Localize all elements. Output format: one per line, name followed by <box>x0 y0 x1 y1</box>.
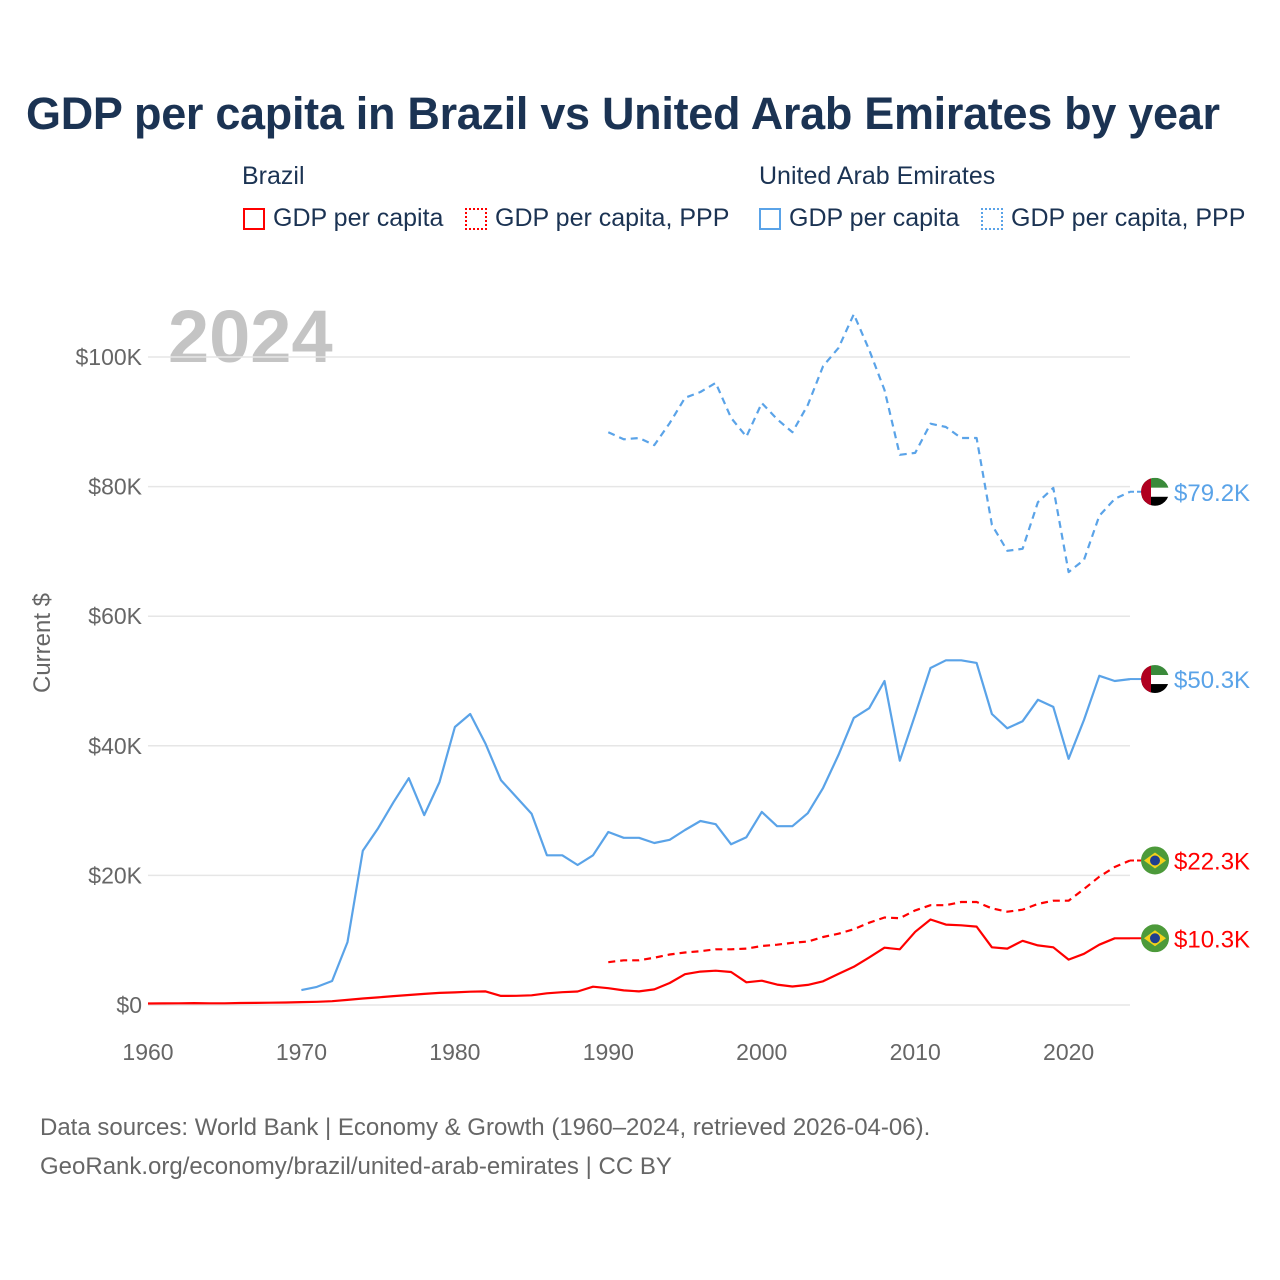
y-tick-label: $100K <box>75 344 142 370</box>
uae-flag-icon <box>1141 665 1169 694</box>
flag-bar-red <box>1141 665 1151 694</box>
line-chart: 2024 Current $ $0 $20K $40K $60K $80K $100K 19… <box>29 295 1250 1065</box>
legend-swatch-solid <box>243 207 265 230</box>
flag-globe <box>1150 933 1160 944</box>
x-tick-label: 1980 <box>429 1039 480 1065</box>
flag-globe <box>1150 855 1160 866</box>
flag-stripe-green <box>1141 477 1169 488</box>
x-tick-label: 2020 <box>1043 1039 1094 1065</box>
y-tick-label: $80K <box>88 474 142 500</box>
legend-group-brazil: Brazil <box>242 162 305 190</box>
flag-body <box>1141 846 1169 875</box>
footer-link[interactable]: GeoRank.org/economy/brazil/united-arab-e… <box>40 1153 672 1180</box>
x-tick-label: 2010 <box>890 1039 941 1065</box>
year-watermark: 2024 <box>168 295 333 378</box>
brazil-flag-icon <box>1141 924 1169 953</box>
legend-group-uae: United Arab Emirates <box>759 162 996 190</box>
end-value-label: $10.3K <box>1174 926 1250 953</box>
legend-brazil-gdp[interactable]: GDP per capita <box>243 204 443 233</box>
legend-label: GDP per capita <box>789 204 960 232</box>
legend-swatch-solid <box>759 207 781 230</box>
flag-body <box>1141 665 1169 694</box>
legend-label: GDP per capita <box>273 204 444 232</box>
flag-body <box>1141 477 1169 506</box>
legend-swatch-dotted <box>981 207 1003 230</box>
series-line-uae-gdp <box>301 659 1131 992</box>
y-tick-label: $40K <box>88 733 142 759</box>
end-value-label: $79.2K <box>1174 480 1250 507</box>
x-tick-label: 1990 <box>583 1039 634 1065</box>
flag-stripe-black <box>1141 684 1169 694</box>
legend-label: GDP per capita, PPP <box>1011 204 1246 232</box>
legend-swatch-dotted <box>465 207 487 230</box>
legend-brazil-gdp-ppp[interactable]: GDP per capita, PPP <box>465 204 729 233</box>
footer: Data sources: World Bank | Economy & Gro… <box>40 1108 930 1186</box>
legend-uae-gdp[interactable]: GDP per capita <box>759 204 959 233</box>
series-line-brazil-gdp <box>147 918 1130 1005</box>
y-tick-label: $60K <box>88 603 142 629</box>
chart-title: GDP per capita in Brazil vs United Arab … <box>26 88 1220 139</box>
y-axis-label: Current $ <box>29 593 56 693</box>
legend-uae-gdp-ppp[interactable]: GDP per capita, PPP <box>981 204 1245 233</box>
flag-stripe-white <box>1141 487 1169 497</box>
y-tick-label: $0 <box>116 992 142 1018</box>
flag-stripe-white <box>1141 675 1169 685</box>
brazil-flag-icon <box>1141 846 1169 875</box>
flag-body <box>1141 924 1169 953</box>
flag-bar-red <box>1141 477 1151 506</box>
legend-label: GDP per capita, PPP <box>495 204 730 232</box>
footer-sources: Data sources: World Bank | Economy & Gro… <box>40 1114 931 1141</box>
end-value-label: $50.3K <box>1174 667 1250 694</box>
series-line-uae-ppp <box>607 313 1131 574</box>
uae-flag-icon <box>1141 477 1169 506</box>
x-tick-label: 1960 <box>122 1039 173 1065</box>
y-tick-label: $20K <box>88 862 142 888</box>
x-tick-label: 1970 <box>276 1039 327 1065</box>
x-tick-label: 2000 <box>736 1039 787 1065</box>
flag-stripe-black <box>1141 496 1169 506</box>
flag-stripe-green <box>1141 665 1169 676</box>
end-value-label: $22.3K <box>1174 848 1250 875</box>
